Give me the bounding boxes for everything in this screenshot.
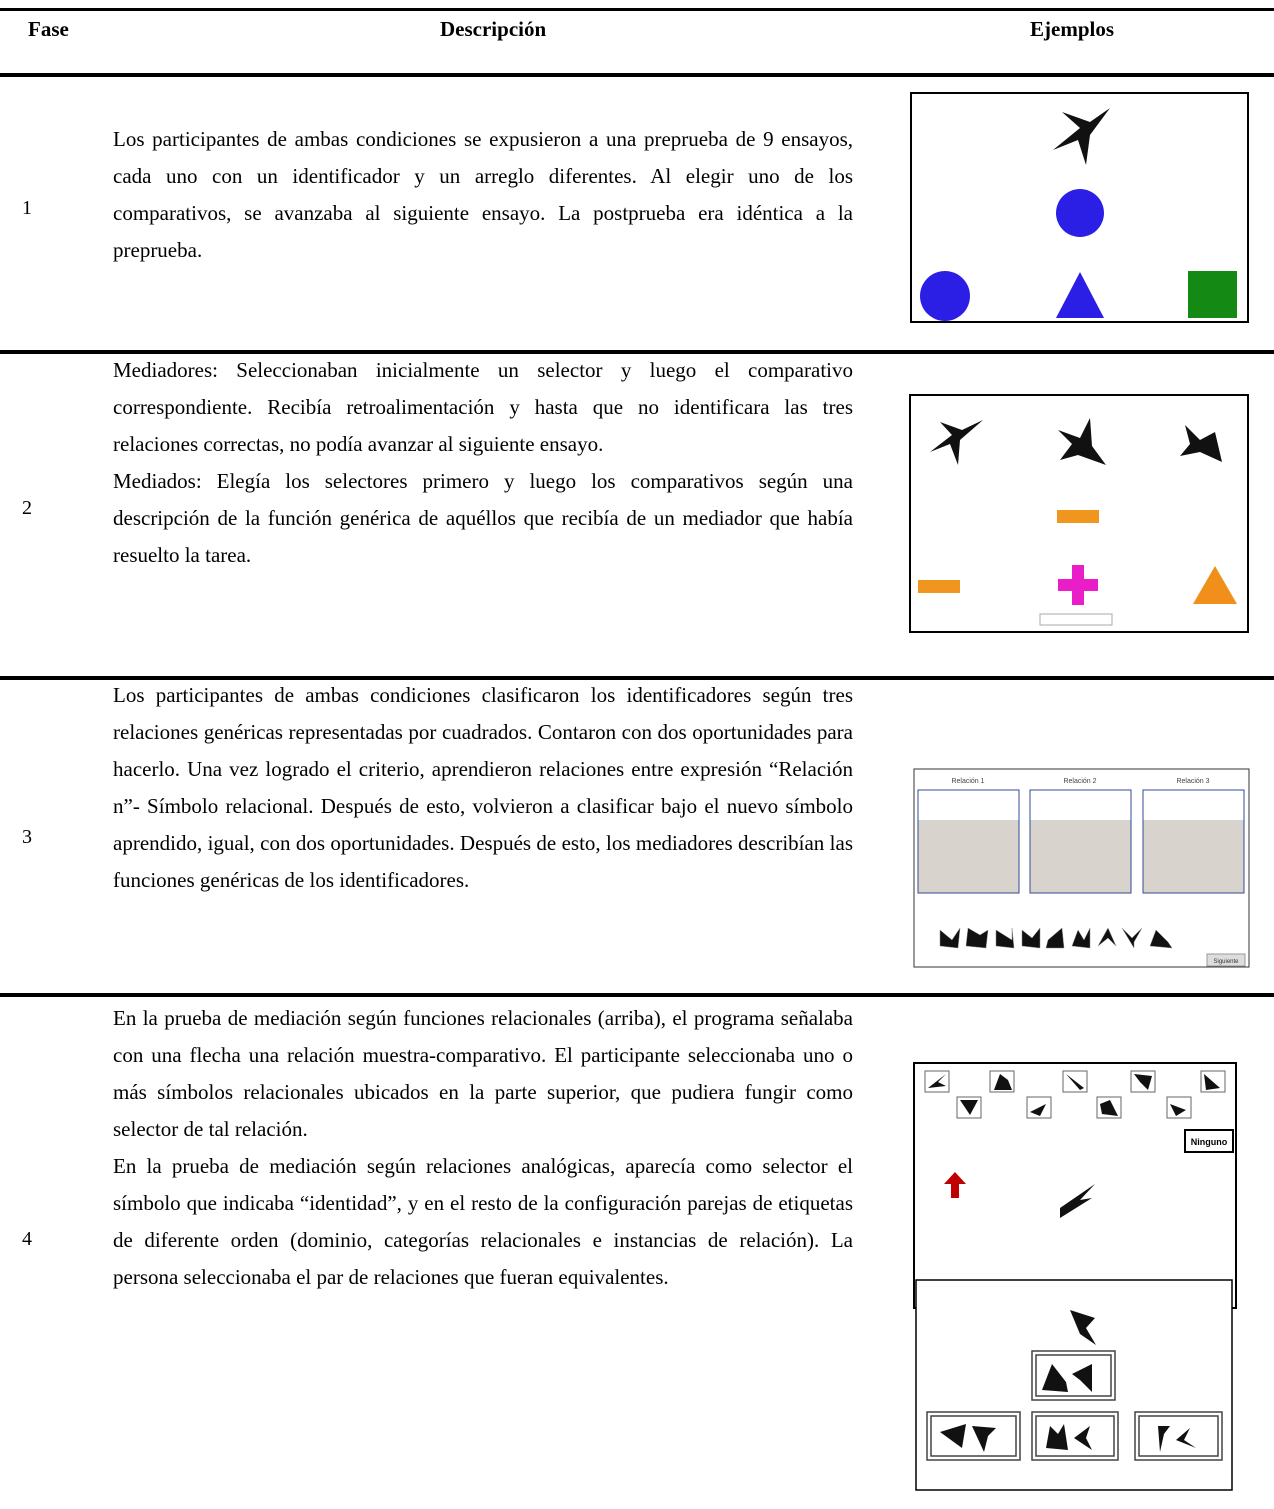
shape: [1056, 272, 1104, 318]
header-phase: Fase: [28, 17, 69, 41]
paragraph: Los participantes de ambas condiciones c…: [113, 683, 853, 892]
shape: [1180, 425, 1222, 462]
shape: [1058, 418, 1106, 465]
label: Relación 1: [951, 778, 984, 785]
shape: [1193, 566, 1237, 604]
shape: [918, 580, 960, 593]
paragraph: En la prueba de mediación según relacion…: [113, 1154, 853, 1289]
shape: [920, 271, 970, 321]
shape: [1057, 510, 1099, 523]
header-description: Descripción: [440, 17, 547, 41]
header-examples: Ejemplos: [1030, 17, 1114, 41]
rule: [0, 993, 1274, 997]
description: Los participantes de ambas condiciones s…: [113, 121, 853, 269]
example-frame: [913, 1062, 1237, 1309]
paragraph: Mediadores: Seleccionaban inicialmente u…: [113, 358, 853, 456]
paragraph: Mediados: Elegía los selectores primero …: [113, 469, 853, 567]
phase: 1: [22, 197, 32, 219]
category-boxes: [917, 789, 1245, 894]
shape: [1056, 189, 1104, 237]
label: Relación 2: [1063, 778, 1096, 785]
symbols: [940, 1364, 1196, 1452]
shape: [1058, 565, 1098, 605]
button: [1184, 1129, 1234, 1153]
description: En la prueba de mediación según funcione…: [113, 1000, 853, 1296]
rule: [0, 350, 1274, 354]
rule: [0, 8, 1274, 11]
arrow: [944, 1172, 966, 1198]
label: Relación 3: [1176, 778, 1209, 785]
rule: [0, 676, 1274, 680]
button-label: Ninguno: [1191, 1137, 1228, 1147]
button-label: Siguiente: [1213, 959, 1239, 965]
rule: [0, 73, 1274, 77]
paragraph: En la prueba de mediación según funcione…: [113, 1006, 853, 1141]
phase: 2: [22, 497, 32, 519]
button: [1039, 613, 1113, 626]
button: [1206, 953, 1246, 967]
shape: [1070, 1310, 1096, 1345]
symbols: [939, 927, 1173, 949]
shape: [1053, 108, 1110, 165]
option-boxes: [926, 1350, 1223, 1461]
shape: [1188, 271, 1237, 318]
shape: [930, 420, 983, 465]
phase: 4: [22, 1228, 32, 1250]
description: Mediadores: Seleccionaban inicialmente u…: [113, 352, 853, 574]
description: Los participantes de ambas condiciones c…: [113, 677, 853, 899]
paragraph: Los participantes de ambas condiciones s…: [113, 127, 853, 262]
phase: 3: [22, 826, 32, 848]
